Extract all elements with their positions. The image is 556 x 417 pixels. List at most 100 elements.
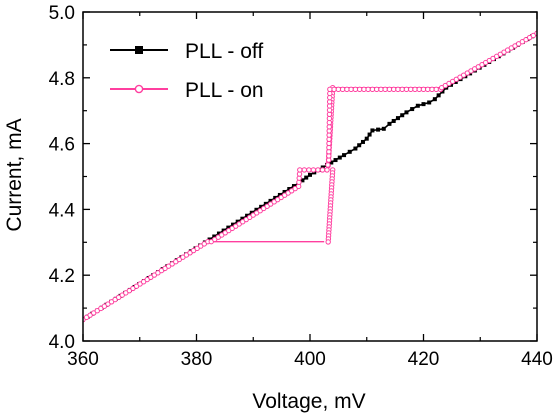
x-tick-label: 440 xyxy=(521,349,553,370)
pll-on-marker xyxy=(325,162,331,168)
pll-off-marker xyxy=(308,172,312,177)
x-tick-label: 380 xyxy=(181,349,213,370)
pll-on-marker xyxy=(325,239,331,245)
pll-off-marker xyxy=(432,97,437,102)
pll-off-marker xyxy=(342,153,347,158)
pll-on-marker xyxy=(369,86,376,93)
y-axis-title: Current, mA xyxy=(3,118,26,231)
pll-on-marker xyxy=(356,86,363,93)
pll-on-marker xyxy=(420,86,427,93)
pll-off-marker xyxy=(376,127,381,132)
pll-on-marker xyxy=(315,167,321,173)
legend-pll-on-label: PLL - on xyxy=(185,79,264,102)
pll-off-marker xyxy=(254,207,259,212)
legend: PLL - off PLL - on xyxy=(110,40,264,102)
legend-pll-off-marker xyxy=(135,46,143,54)
pll-off-marker xyxy=(357,143,362,148)
pll-on-marker xyxy=(327,86,333,93)
y-tick-label: 5.0 xyxy=(49,3,75,24)
pll-off-marker xyxy=(221,228,226,233)
y-tick-label: 4.8 xyxy=(49,69,75,90)
pll-on-marker xyxy=(378,86,384,93)
pll-off-marker xyxy=(381,126,386,131)
pll-on-marker xyxy=(348,86,354,93)
pll-on-marker xyxy=(310,167,317,173)
pll-off-marker xyxy=(360,139,365,144)
pll-off-marker xyxy=(329,160,334,165)
pll-off-marker xyxy=(440,89,445,94)
pll-on-marker xyxy=(395,86,401,93)
pll-on-marker xyxy=(416,86,422,93)
pll-on-marker xyxy=(344,86,350,93)
pll-on-marker xyxy=(399,86,405,93)
x-axis-title: Voltage, mV xyxy=(252,390,365,413)
pll-off-marker xyxy=(226,225,231,230)
pll-off-marker xyxy=(300,178,305,183)
plot-area xyxy=(83,30,537,323)
pll-off-marker xyxy=(235,219,240,224)
pll-off-marker xyxy=(245,213,250,218)
pll-on-marker xyxy=(352,86,359,93)
pll-off-marker xyxy=(410,107,415,112)
pll-on-marker xyxy=(361,86,367,93)
pll-off-marker xyxy=(364,136,369,141)
pll-on-marker xyxy=(297,167,303,173)
pll-off-marker xyxy=(304,175,309,180)
pll-on-marker xyxy=(429,86,435,93)
pll-on-marker xyxy=(403,86,410,93)
pll-on-marker xyxy=(335,86,342,93)
pll-on-marker xyxy=(391,86,397,93)
x-tick-label: 400 xyxy=(294,349,326,370)
pll-on-marker xyxy=(382,86,388,93)
y-tick-label: 4.0 xyxy=(49,332,75,353)
pll-off-marker xyxy=(273,195,278,200)
y-tick-label: 4.4 xyxy=(49,200,76,221)
pll-off-marker xyxy=(436,93,441,98)
pll-off-marker xyxy=(207,237,212,242)
pll-off-marker xyxy=(400,113,405,118)
pll-on-marker xyxy=(324,167,330,173)
x-tick-label: 360 xyxy=(67,349,99,370)
pll-on-marker xyxy=(373,86,380,93)
legend-pll-off-label: PLL - off xyxy=(185,40,263,63)
pll-off-marker xyxy=(216,231,221,236)
pll-on-marker xyxy=(412,86,418,93)
y-tick-label: 4.2 xyxy=(49,266,75,287)
pll-off-marker xyxy=(282,189,287,194)
pll-off-marker xyxy=(353,146,358,151)
pll-off-marker xyxy=(391,118,396,123)
pll-off-marker xyxy=(259,204,264,209)
pll-off-marker xyxy=(347,149,352,154)
pll-on-marker xyxy=(319,167,326,173)
pll-off-marker xyxy=(287,187,292,192)
pll-off-marker xyxy=(263,201,268,206)
pll-off-marker xyxy=(231,222,236,227)
pll-on-marker xyxy=(425,86,431,93)
pll-on-marker xyxy=(365,86,371,93)
pll-off-marker xyxy=(212,234,217,239)
pll-on-marker xyxy=(433,86,439,93)
pll-off-marker xyxy=(333,158,338,163)
y-tick-label: 4.6 xyxy=(49,135,75,156)
pll-off-marker xyxy=(415,103,420,108)
pll-off-marker xyxy=(277,192,282,197)
pll-off-marker xyxy=(387,121,392,126)
pll-on-marker xyxy=(301,167,308,173)
pll-on-marker xyxy=(408,86,414,93)
pll-off-marker xyxy=(370,128,375,133)
pll-off-marker xyxy=(427,100,432,105)
axes: 360 380 400 420 440 4.0 4.2 4.4 4.6 4.8 5.0 xyxy=(49,3,553,370)
pll-off-marker xyxy=(291,184,296,189)
pll-on-marker xyxy=(331,86,337,93)
pll-off-marker xyxy=(249,210,254,215)
pll-on-marker xyxy=(339,86,346,93)
pll-on-marker xyxy=(306,167,312,173)
pll-off-marker xyxy=(240,216,245,221)
pll-off-marker xyxy=(421,102,426,107)
pll-off-marker xyxy=(337,155,342,160)
pll-off-marker xyxy=(367,132,372,137)
x-tick-label: 420 xyxy=(408,349,440,370)
pll-off-marker xyxy=(395,116,400,121)
pll-on-marker xyxy=(386,86,393,93)
